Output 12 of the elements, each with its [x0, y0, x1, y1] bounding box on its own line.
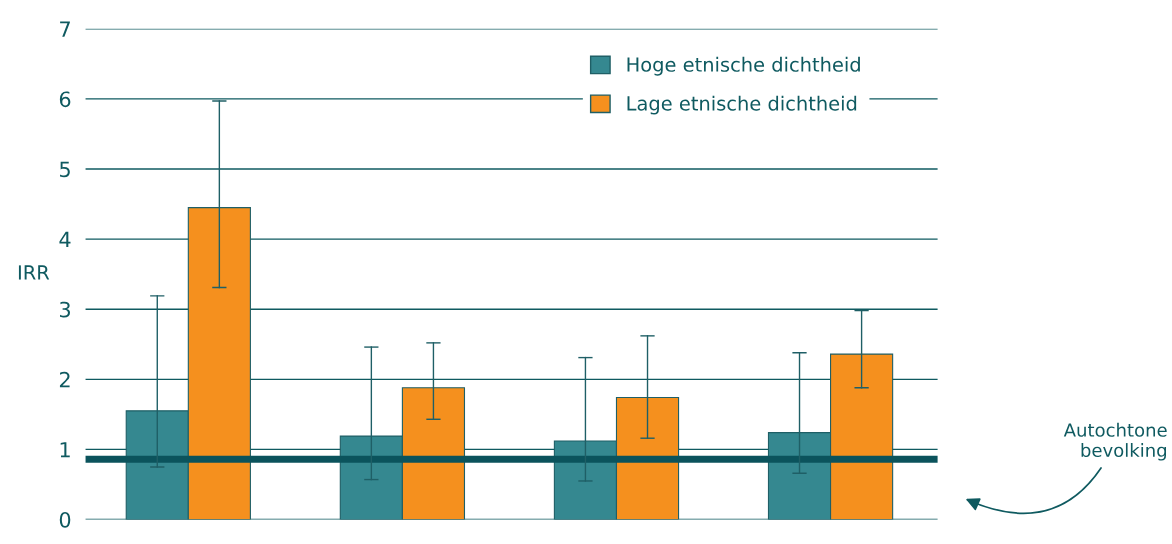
y-tick-label: 3 — [60, 301, 70, 318]
y-tick-label: 1 — [60, 442, 70, 458]
ref-line-label: Autochtone bevolking — [1063, 422, 1167, 461]
y-tick-label: 2 — [59, 371, 70, 388]
legend-label: Lage etnische dichtheid — [627, 95, 857, 115]
y-tick-label: 7 — [60, 21, 70, 37]
y-axis-title: IRR — [18, 265, 50, 280]
y-tick-label: 6 — [59, 91, 71, 108]
y-tick-label: 0 — [59, 511, 71, 528]
legend-label: Hoge etnische dichtheid — [627, 56, 860, 76]
y-tick-label: 4 — [59, 231, 71, 248]
y-tick-label: 5 — [60, 161, 70, 178]
